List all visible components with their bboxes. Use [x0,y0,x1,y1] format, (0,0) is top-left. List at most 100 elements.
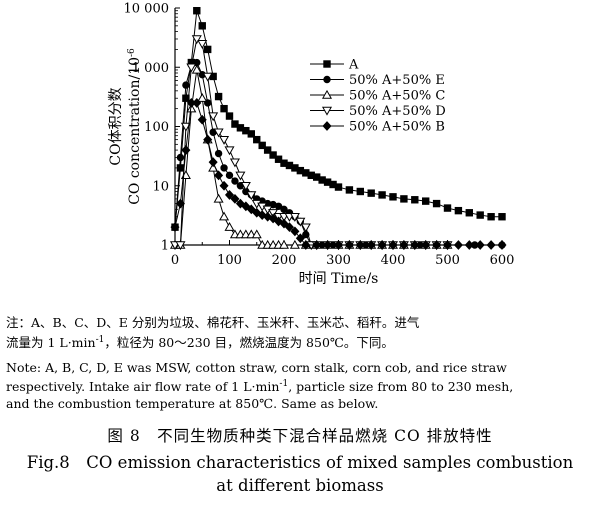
data-point-series-3 [235,171,246,181]
data-point-series-2 [289,239,300,249]
data-point-series-2 [251,229,262,239]
x-tick-label: 100 [217,253,242,268]
data-point-series-4 [181,145,191,155]
data-point-series-4 [377,240,387,250]
data-point-series-0 [231,120,239,128]
data-point-series-4 [464,240,474,250]
legend-label-2: 50% A+50% C [349,89,445,104]
data-point-series-4 [203,134,213,145]
data-point-series-4 [410,240,420,250]
data-point-series-3 [224,146,235,156]
data-point-series-0 [356,187,365,196]
x-tick-label: 400 [381,253,406,268]
data-point-series-2 [186,103,197,113]
note-en-line-1: Note: A, B, C, D, E was MSW, cotton stra… [6,360,507,375]
data-point-series-4 [284,222,294,233]
data-point-series-4 [323,240,333,250]
legend-marker-1 [323,75,331,84]
data-point-series-4 [355,240,365,250]
data-point-series-0 [465,209,474,217]
x-tick-label: 600 [490,253,515,268]
data-point-series-0 [454,206,463,215]
data-point-series-4 [399,240,409,250]
data-point-series-0 [220,104,228,113]
data-point-series-4 [344,240,354,250]
data-point-series-4 [279,218,289,229]
y-axis-title-cn: CO体积分数 [108,87,124,165]
data-point-series-2 [278,239,290,249]
data-point-series-0 [182,94,190,102]
data-point-series-3 [213,128,224,138]
data-point-series-3 [186,63,197,73]
data-point-series-4 [475,240,485,250]
data-point-series-0 [389,193,397,201]
data-point-series-1 [274,202,283,210]
data-point-series-4 [208,157,218,168]
data-point-series-0 [263,146,272,154]
data-point-series-0 [476,211,484,219]
data-point-series-4 [224,190,235,200]
data-point-series-4 [214,170,224,181]
data-point-series-4 [197,114,207,125]
data-point-series-3 [229,158,240,168]
x-tick-label: 300 [326,253,351,268]
data-point-series-3 [197,39,208,49]
data-point-series-3 [300,223,311,233]
data-point-series-4 [268,213,278,224]
y-tick-label: 1 [161,239,169,254]
data-point-series-1 [220,164,228,172]
x-tick-label: 200 [272,253,297,268]
y-tick-label: 1 000 [132,61,169,76]
data-point-series-2 [219,211,230,221]
data-point-series-0 [422,197,430,205]
data-point-series-1 [176,153,185,162]
co-emission-chart: 0 100 200 300 400 500 600 1 10 100 1 000 10 000 时间 T… [108,2,515,288]
y-tick-label: 10 [152,179,169,194]
data-point-series-3 [240,182,251,191]
data-point-series-4 [421,240,431,250]
data-point-series-4 [312,240,322,250]
data-point-series-4 [192,98,202,108]
data-point-series-0 [400,195,408,203]
data-point-series-4 [442,240,453,250]
legend-label-4: 50% A+50% B [349,120,445,135]
figure-caption-en-line-2: at different biomass [216,476,384,495]
data-point-series-3 [289,213,300,222]
note-cn-line-2: 流量为 1 L·min-1，粒径为 80～230 目，燃烧温度为 850℃。下同… [6,335,394,351]
legend-label-0: A [348,58,359,73]
data-point-series-0 [367,189,375,197]
data-point-series-4 [230,193,240,204]
y-tick-label: 10 000 [124,2,170,17]
data-point-series-0 [176,164,185,172]
data-point-series-0 [225,112,234,120]
data-point-series-3 [246,191,257,201]
y-axis-title-en: CO concentration/10-6 [127,48,143,205]
data-point-series-4 [290,226,300,237]
x-tick-label: 500 [435,253,460,268]
data-point-series-0 [443,204,452,212]
x-axis-title: 时间 Time/s [299,271,379,287]
note-en-line-2: respectively. Intake air flow rate of 1 … [6,379,514,395]
legend-marker-0 [323,60,331,68]
data-point-series-1 [182,81,190,89]
data-point-series-0 [432,199,441,208]
data-point-series-4 [246,204,256,215]
data-point-series-0 [334,183,343,191]
data-point-series-2 [197,93,208,102]
data-point-series-3 [180,122,191,132]
data-point-series-0 [345,186,354,194]
y-tick-label: 100 [144,120,169,135]
legend-marker-3 [321,106,333,116]
data-point-series-2 [213,193,224,203]
data-point-series-1 [231,177,239,185]
data-point-series-4 [497,240,507,250]
data-point-series-4 [366,240,376,250]
data-point-series-0 [214,92,223,101]
data-point-series-0 [198,22,206,30]
data-point-series-0 [204,45,212,54]
data-point-series-3 [202,72,213,82]
data-point-series-3 [175,241,186,251]
data-point-series-4 [170,222,180,233]
data-point-series-1 [280,205,288,214]
data-point-series-1 [225,171,234,180]
